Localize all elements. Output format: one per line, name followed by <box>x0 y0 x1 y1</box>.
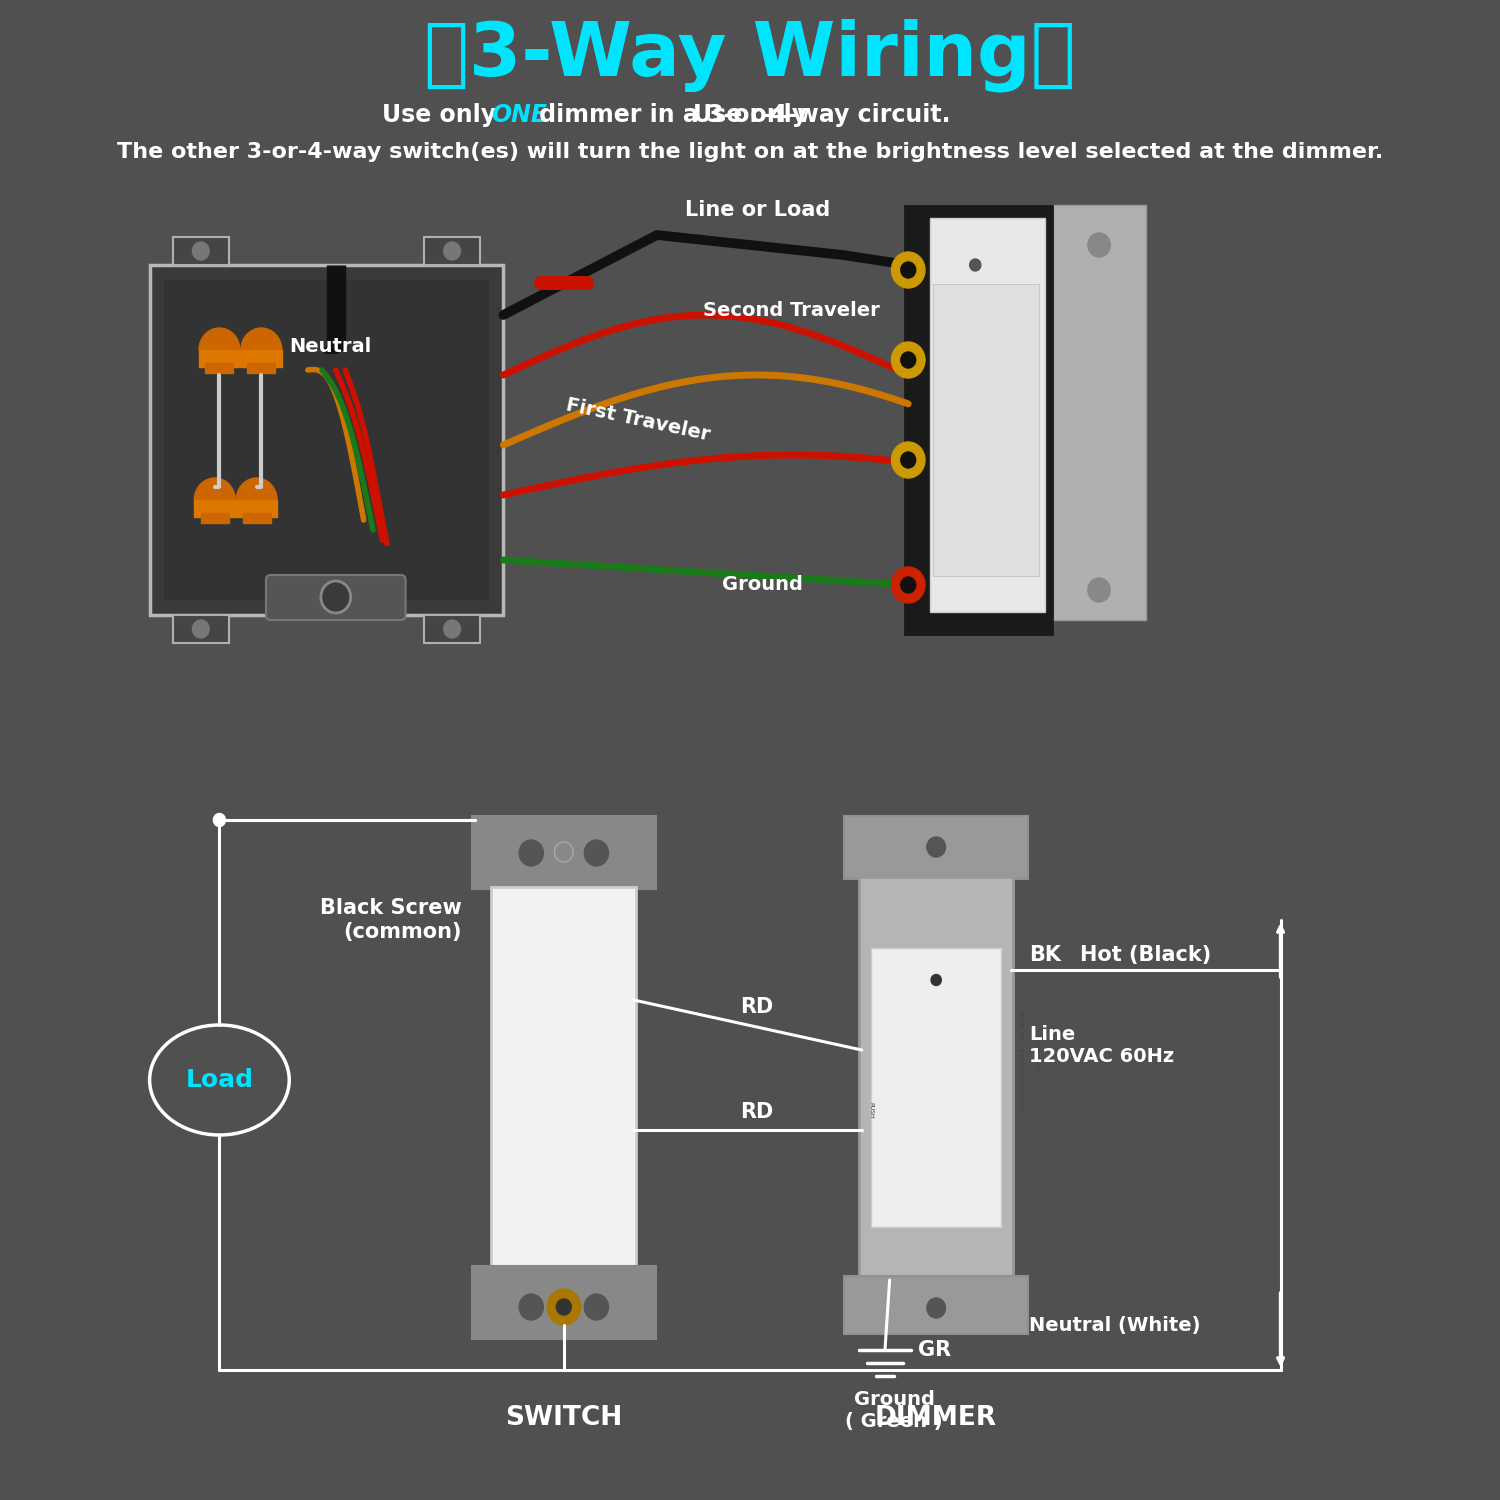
Wedge shape <box>195 478 236 500</box>
FancyBboxPatch shape <box>266 574 405 620</box>
Circle shape <box>927 837 945 856</box>
Text: 【3-Way Wiring】: 【3-Way Wiring】 <box>424 18 1076 92</box>
Text: ONE: ONE <box>490 104 548 128</box>
FancyBboxPatch shape <box>424 615 480 644</box>
Circle shape <box>192 620 208 638</box>
Text: Black Screw
(common): Black Screw (common) <box>320 898 462 942</box>
Text: GR: GR <box>918 1340 951 1360</box>
FancyBboxPatch shape <box>1053 206 1146 620</box>
Ellipse shape <box>150 1024 290 1136</box>
FancyBboxPatch shape <box>471 1266 656 1340</box>
Text: Use only: Use only <box>693 104 807 128</box>
Text: Neutral: Neutral <box>290 338 372 357</box>
Circle shape <box>585 840 609 866</box>
Text: Second Traveler: Second Traveler <box>704 300 880 320</box>
Text: RD: RD <box>741 998 774 1017</box>
Circle shape <box>891 342 926 378</box>
Bar <box>243 513 270 523</box>
Circle shape <box>548 1288 580 1324</box>
FancyBboxPatch shape <box>424 237 480 266</box>
Circle shape <box>902 352 915 368</box>
Text: Load: Load <box>186 1068 254 1092</box>
Circle shape <box>519 840 543 866</box>
Text: Ground
( Green ): Ground ( Green ) <box>846 1390 944 1431</box>
Circle shape <box>444 620 460 638</box>
Bar <box>236 500 278 517</box>
Text: First Traveler: First Traveler <box>564 396 711 444</box>
Text: RD: RD <box>741 1102 774 1122</box>
FancyBboxPatch shape <box>172 237 228 266</box>
Bar <box>195 500 236 517</box>
Circle shape <box>1088 232 1110 256</box>
Text: dimmer in a 3-or-4-way circuit.: dimmer in a 3-or-4-way circuit. <box>531 104 951 128</box>
Bar <box>201 513 228 523</box>
Circle shape <box>932 975 942 986</box>
Circle shape <box>902 452 915 468</box>
Circle shape <box>927 1298 945 1318</box>
Text: The other 3-or-4-way switch(es) will turn the light on at the brightness level s: The other 3-or-4-way switch(es) will tur… <box>117 142 1383 162</box>
Circle shape <box>192 242 208 260</box>
Circle shape <box>213 813 225 826</box>
Circle shape <box>902 262 915 278</box>
Wedge shape <box>200 328 240 350</box>
Bar <box>206 363 234 374</box>
Circle shape <box>1088 578 1110 602</box>
FancyBboxPatch shape <box>172 615 228 644</box>
Circle shape <box>585 1294 609 1320</box>
FancyBboxPatch shape <box>844 1276 1029 1334</box>
Text: Ground: Ground <box>722 576 803 594</box>
Text: Neutral (White): Neutral (White) <box>1029 1316 1200 1335</box>
FancyBboxPatch shape <box>930 217 1046 612</box>
Text: Use only: Use only <box>382 104 504 128</box>
Circle shape <box>969 260 981 272</box>
Circle shape <box>555 842 573 862</box>
Bar <box>242 350 282 368</box>
Text: 600W INC   2.5A 300W CFL/LED: 600W INC 2.5A 300W CFL/LED <box>1019 1011 1023 1110</box>
Text: Line or Load: Line or Load <box>686 200 830 220</box>
Text: Line
120VAC 60Hz: Line 120VAC 60Hz <box>1029 1024 1174 1065</box>
Text: PUSH: PUSH <box>868 1101 873 1119</box>
Circle shape <box>556 1299 572 1316</box>
Text: BK: BK <box>1029 945 1062 964</box>
Text: SWITCH: SWITCH <box>506 1406 622 1431</box>
Circle shape <box>891 252 926 288</box>
FancyBboxPatch shape <box>150 266 504 615</box>
FancyBboxPatch shape <box>933 284 1040 576</box>
FancyBboxPatch shape <box>490 886 636 1274</box>
Circle shape <box>519 1294 543 1320</box>
FancyBboxPatch shape <box>871 948 1002 1227</box>
FancyBboxPatch shape <box>471 816 656 890</box>
Wedge shape <box>242 328 282 350</box>
Text: 120VAC 60Hz: 120VAC 60Hz <box>1034 1029 1040 1071</box>
Bar <box>248 363 276 374</box>
Circle shape <box>891 442 926 478</box>
Circle shape <box>891 567 926 603</box>
Text: Hot (Black): Hot (Black) <box>1080 945 1212 964</box>
Circle shape <box>902 578 915 592</box>
Wedge shape <box>236 478 278 500</box>
FancyBboxPatch shape <box>859 878 1014 1282</box>
FancyBboxPatch shape <box>904 206 1052 634</box>
FancyBboxPatch shape <box>844 816 1029 879</box>
Bar <box>164 280 489 600</box>
Text: DIMMER: DIMMER <box>874 1406 998 1431</box>
Circle shape <box>321 580 351 614</box>
Circle shape <box>444 242 460 260</box>
Bar <box>200 350 240 368</box>
